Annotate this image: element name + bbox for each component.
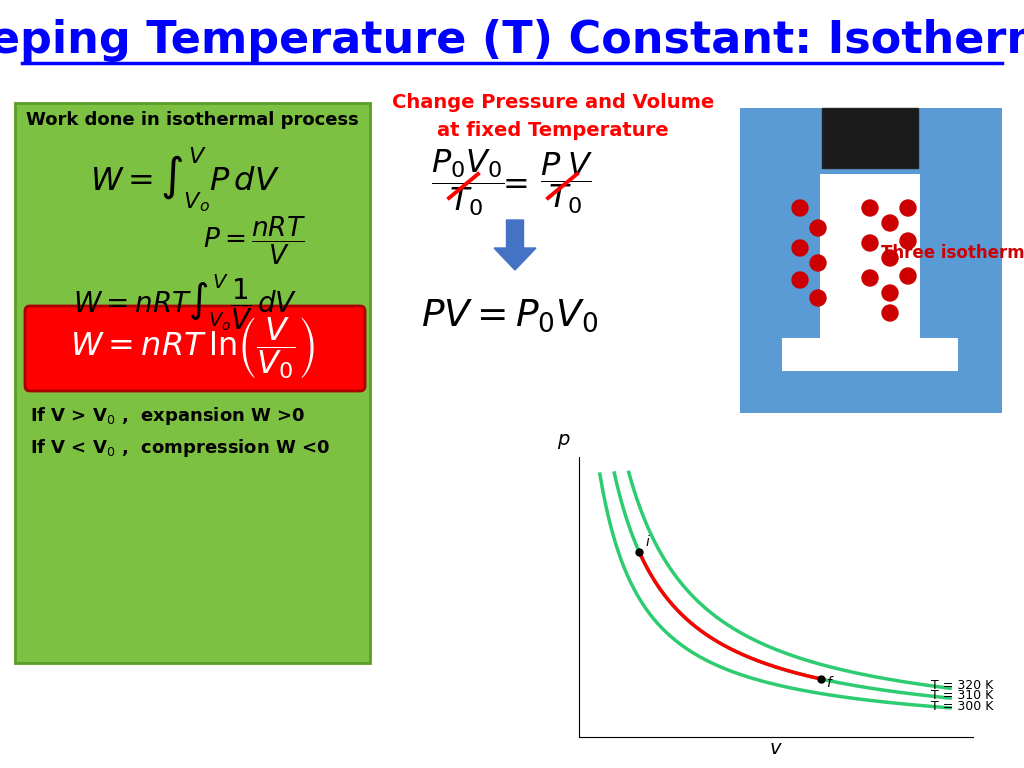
FancyBboxPatch shape xyxy=(958,108,1002,413)
Text: $W = nRT \int_{V_o}^{V} \dfrac{1}{V}\,dV$: $W = nRT \int_{V_o}^{V} \dfrac{1}{V}\,dV… xyxy=(73,273,297,333)
FancyArrow shape xyxy=(494,220,536,270)
Circle shape xyxy=(810,255,826,271)
Text: Change Pressure and Volume: Change Pressure and Volume xyxy=(392,94,714,112)
FancyBboxPatch shape xyxy=(822,108,918,168)
Circle shape xyxy=(810,220,826,236)
FancyBboxPatch shape xyxy=(740,108,782,413)
Text: Work done in isothermal process: Work done in isothermal process xyxy=(26,111,358,129)
Circle shape xyxy=(882,215,898,231)
FancyBboxPatch shape xyxy=(782,108,820,338)
Text: Three isotherms: Three isotherms xyxy=(882,244,1024,262)
Circle shape xyxy=(792,272,808,288)
Y-axis label: p: p xyxy=(557,429,569,449)
Circle shape xyxy=(810,290,826,306)
Text: i: i xyxy=(645,535,649,549)
Text: at fixed Temperature: at fixed Temperature xyxy=(437,121,669,140)
Text: If V < V$_0$ ,  compression W <0: If V < V$_0$ , compression W <0 xyxy=(30,437,330,459)
FancyBboxPatch shape xyxy=(15,103,370,663)
Text: T = 310 K: T = 310 K xyxy=(931,689,993,702)
Text: Keeping Temperature (T) Constant: Isothermal: Keeping Temperature (T) Constant: Isothe… xyxy=(0,18,1024,61)
Text: $\dfrac{P\;V}{T_0}$: $\dfrac{P\;V}{T_0}$ xyxy=(540,151,594,216)
Circle shape xyxy=(882,250,898,266)
Text: $P = \dfrac{nRT}{V}$: $P = \dfrac{nRT}{V}$ xyxy=(204,215,306,267)
FancyBboxPatch shape xyxy=(25,306,365,391)
Circle shape xyxy=(792,240,808,256)
FancyBboxPatch shape xyxy=(920,108,958,338)
Circle shape xyxy=(882,285,898,301)
Circle shape xyxy=(882,305,898,321)
FancyBboxPatch shape xyxy=(782,174,958,406)
FancyBboxPatch shape xyxy=(740,108,1002,413)
Text: If V > V$_0$ ,  expansion W >0: If V > V$_0$ , expansion W >0 xyxy=(30,405,305,427)
Circle shape xyxy=(862,270,878,286)
Circle shape xyxy=(900,268,916,284)
Circle shape xyxy=(862,200,878,216)
Text: T = 320 K: T = 320 K xyxy=(931,679,993,692)
Text: $\dfrac{P_0V_0}{T_0}$: $\dfrac{P_0V_0}{T_0}$ xyxy=(431,147,505,218)
Circle shape xyxy=(862,235,878,251)
Circle shape xyxy=(792,200,808,216)
Text: $PV = P_0V_0$: $PV = P_0V_0$ xyxy=(421,298,599,334)
Circle shape xyxy=(900,233,916,249)
Text: T = 300 K: T = 300 K xyxy=(931,700,993,713)
Circle shape xyxy=(900,200,916,216)
Text: $W = nRT\,\ln\!\left(\dfrac{V}{V_0}\right)$: $W = nRT\,\ln\!\left(\dfrac{V}{V_0}\righ… xyxy=(71,315,315,381)
Text: $W = \int_{V_o}^{V} P\,dV$: $W = \int_{V_o}^{V} P\,dV$ xyxy=(90,146,280,214)
X-axis label: v: v xyxy=(770,739,781,758)
FancyBboxPatch shape xyxy=(740,371,1002,413)
Text: f: f xyxy=(825,676,830,690)
Text: $=$: $=$ xyxy=(497,167,527,198)
